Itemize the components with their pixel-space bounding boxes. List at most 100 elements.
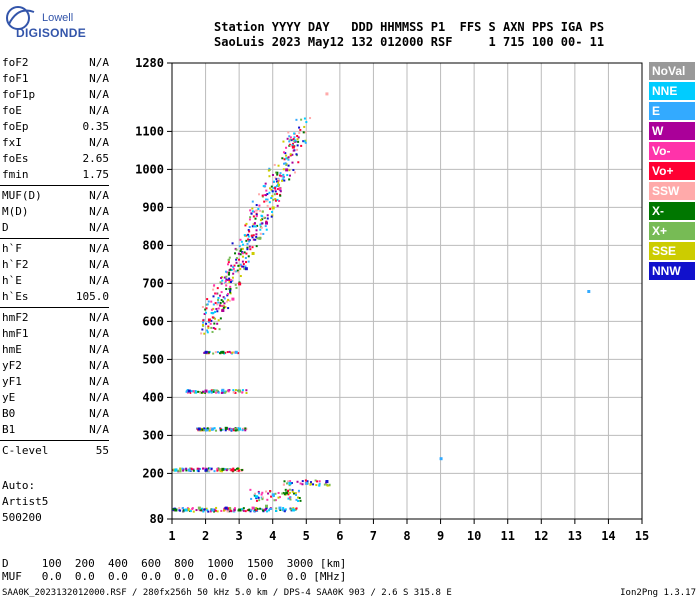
y-tick-label: 1000 xyxy=(135,162,164,176)
echo-dot xyxy=(241,247,244,250)
param-row: h`Es 105.0 xyxy=(2,289,109,305)
echo-dot xyxy=(219,468,222,471)
echo-dot xyxy=(232,267,235,270)
data-point xyxy=(187,468,191,472)
echo-dot xyxy=(291,161,294,164)
echo-dot xyxy=(275,171,278,174)
echo-dot xyxy=(290,139,293,142)
echo-dot xyxy=(256,209,259,212)
echo-dot xyxy=(233,264,236,267)
echo-dot xyxy=(190,390,193,393)
echo-dot xyxy=(211,330,214,333)
data-point xyxy=(271,206,275,210)
echo-dot xyxy=(267,169,270,172)
echo-dot xyxy=(282,491,285,494)
logo-swoosh-icon xyxy=(6,6,35,30)
param-row: foEp 0.35 xyxy=(2,119,109,135)
echo-dot xyxy=(228,287,231,290)
echo-dot xyxy=(290,482,293,485)
echo-dot xyxy=(212,303,215,306)
footer-file-info: SAA0K_2023132012000.RSF / 280fx256h 50 k… xyxy=(2,588,452,598)
echo-dot xyxy=(220,509,223,512)
echo-dot xyxy=(279,508,282,511)
echo-dot xyxy=(215,429,218,432)
x-tick-label: 8 xyxy=(403,529,410,543)
echo-dot xyxy=(303,117,306,120)
echo-dot xyxy=(251,225,254,228)
logo-line1: Lowell xyxy=(42,12,74,24)
echo-dot xyxy=(287,158,290,161)
echo-dot xyxy=(241,255,244,258)
echo-dot xyxy=(297,496,300,499)
echo-dot xyxy=(286,174,289,177)
echo-dot xyxy=(278,496,281,499)
echo-dot xyxy=(235,469,238,472)
echo-dot xyxy=(289,153,292,156)
echo-dot xyxy=(261,218,264,221)
data-point xyxy=(254,495,258,499)
y-tick-label: 80 xyxy=(150,512,164,526)
data-point xyxy=(231,297,235,301)
param-row: hmE N/A xyxy=(2,342,109,358)
data-point xyxy=(244,267,248,271)
echo-dot xyxy=(251,200,254,203)
echo-dot xyxy=(187,507,190,510)
echo-dot xyxy=(292,507,295,510)
echo-dot xyxy=(206,429,209,432)
echo-dot xyxy=(189,510,192,513)
param-row: h`F N/A xyxy=(2,241,109,257)
echo-dot xyxy=(217,298,220,301)
echo-dot xyxy=(251,210,254,213)
echo-dot xyxy=(284,508,287,511)
echo-dot xyxy=(232,391,235,394)
echo-dot xyxy=(314,479,317,482)
distance-muf-table: D 100 200 400 600 800 1000 1500 3000 [km… xyxy=(2,557,346,583)
data-point xyxy=(439,457,443,461)
echo-dot xyxy=(249,216,252,219)
echo-dot xyxy=(265,189,268,192)
auto-code: 500200 xyxy=(2,511,42,524)
data-point xyxy=(197,506,201,510)
echo-dot xyxy=(287,156,290,159)
echo-dot xyxy=(220,351,223,354)
echo-dot xyxy=(213,508,216,511)
echo-dot xyxy=(219,469,222,472)
echo-dot xyxy=(229,468,232,471)
x-tick-label: 9 xyxy=(437,529,444,543)
echo-dot xyxy=(266,198,269,201)
echo-dot xyxy=(210,467,213,470)
echo-dot xyxy=(234,391,237,394)
echo-dot xyxy=(254,238,257,241)
echo-dot xyxy=(274,499,277,502)
echo-dot xyxy=(208,467,211,470)
echo-dot xyxy=(234,389,237,392)
echo-dot xyxy=(203,508,206,511)
echo-dot xyxy=(212,288,215,291)
echo-dot xyxy=(181,467,184,470)
echo-dot xyxy=(201,328,204,331)
echo-dot xyxy=(283,162,286,165)
echo-dot xyxy=(227,510,230,513)
echo-dot xyxy=(230,351,233,354)
echo-dot xyxy=(310,481,313,484)
echo-dot xyxy=(229,285,232,288)
param-value: N/A xyxy=(89,274,109,287)
echo-dot xyxy=(283,493,286,496)
echo-dot xyxy=(301,483,304,486)
data-point xyxy=(238,389,242,393)
echo-dot xyxy=(178,507,181,510)
echo-dot xyxy=(244,257,247,260)
echo-dot xyxy=(252,215,255,218)
echo-dot xyxy=(279,172,282,175)
echo-dot xyxy=(185,467,188,470)
echo-dot xyxy=(243,267,246,270)
echo-dot xyxy=(261,215,264,218)
echo-dot xyxy=(287,493,290,496)
echo-dot xyxy=(196,469,199,472)
echo-dot xyxy=(228,256,231,259)
echo-dot xyxy=(234,270,237,273)
echo-dot xyxy=(294,492,297,495)
echo-dot xyxy=(249,209,252,212)
echo-dot xyxy=(186,389,189,392)
y-tick-label: 800 xyxy=(142,238,164,252)
